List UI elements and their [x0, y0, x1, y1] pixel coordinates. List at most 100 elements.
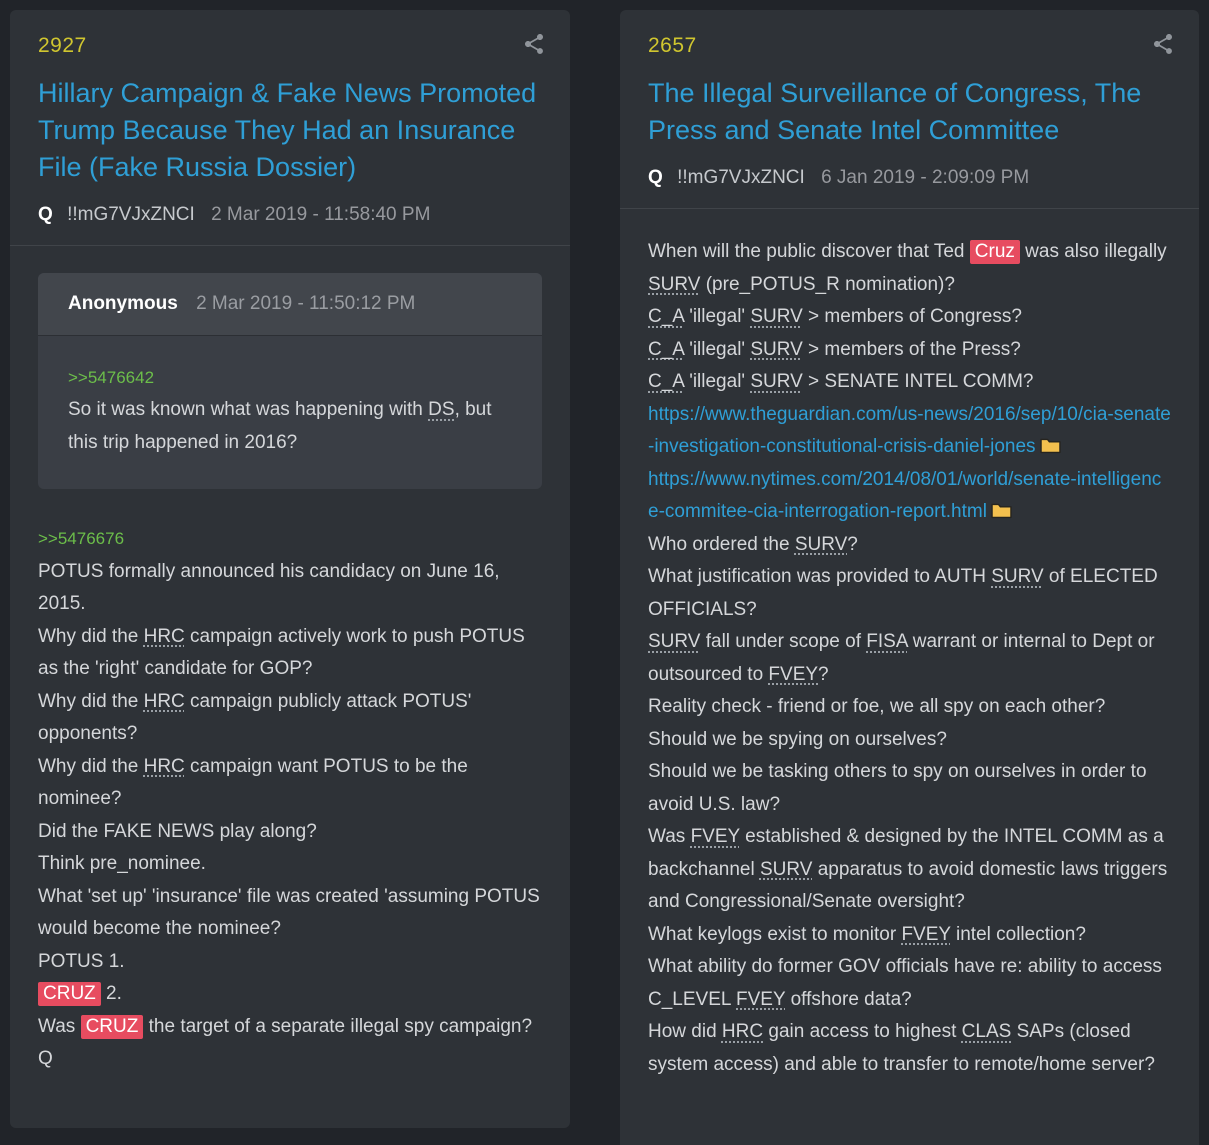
post-number[interactable]: 2927: [38, 34, 87, 57]
post-line: Why did the HRC campaign publicly attack…: [38, 686, 542, 751]
text-run: > members of the Press?: [802, 338, 1021, 360]
post-line: Was FVEY established & designed by the I…: [648, 821, 1171, 919]
share-button[interactable]: [1151, 32, 1177, 58]
post-datetime: 6 Jan 2019 - 2:09:09 PM: [821, 167, 1030, 189]
post-body: When will the public discover that Ted C…: [648, 236, 1171, 1081]
post-line: C_A 'illegal' SURV > members of the Pres…: [648, 334, 1171, 367]
text-run: > members of Congress?: [802, 306, 1022, 328]
text-run: of ELECTED OFFICIALS?: [648, 566, 1158, 620]
abbr-surv: SURV: [750, 338, 803, 360]
abbr-ds: DS: [428, 399, 455, 421]
post-text: >>5476676 POTUS formally announced his ca…: [38, 523, 542, 1076]
abbr-hrc: HRC: [143, 625, 185, 647]
folder-icon[interactable]: [1039, 431, 1061, 464]
post-card-2657: 2657 The Illegal Surveillance of Congres…: [620, 10, 1199, 1145]
post-line: What ability do former GOV officials hav…: [648, 951, 1171, 1016]
post-line: What keylogs exist to monitor FVEY intel…: [648, 919, 1171, 952]
reply-ref-link[interactable]: >>5476642: [68, 367, 155, 387]
post-line: Should we be spying on ourselves?: [648, 724, 1171, 757]
text-run: 'illegal': [683, 371, 751, 393]
text-run: 2.: [100, 983, 122, 1005]
post-line: >>5476676: [38, 523, 542, 556]
highlight-cruz: CRUZ: [38, 982, 101, 1007]
post-line: Think pre_nominee.: [38, 848, 542, 881]
abbr-fisa: FISA: [866, 631, 908, 653]
abbr-fvey: FVEY: [690, 826, 740, 848]
text-run: POTUS formally announced his candidacy o…: [38, 560, 500, 615]
post-number[interactable]: 2657: [648, 34, 697, 57]
folder-icon[interactable]: [991, 496, 1012, 529]
post-line: Why did the HRC campaign want POTUS to b…: [38, 751, 542, 816]
external-link[interactable]: https://www.nytimes.com/2014/08/01/world…: [648, 468, 1162, 523]
text-run: campaign publicly attack POTUS' opponent…: [38, 690, 472, 745]
text-run: fall under scope of: [700, 631, 867, 653]
post-line: Did the FAKE NEWS play along?: [38, 816, 542, 849]
text-run: Should we be tasking others to spy on ou…: [648, 761, 1147, 815]
text-run: gain access to highest: [763, 1021, 962, 1043]
text-run: Think pre_nominee.: [38, 853, 206, 875]
text-run: , but this trip happened in 2016?: [68, 399, 492, 453]
abbr-surv: SURV: [991, 566, 1044, 588]
post-line: C_A 'illegal' SURV > SENATE INTEL COMM?: [648, 366, 1171, 399]
abbr-fvey: FVEY: [768, 663, 819, 685]
text-run: Who ordered the: [648, 533, 795, 555]
external-link[interactable]: https://www.theguardian.com/us-news/2016…: [648, 403, 1171, 458]
text-run: What keylogs exist to monitor: [648, 923, 902, 945]
text-run: established & designed by the INTEL COMM…: [648, 826, 1164, 880]
post-line: When will the public discover that Ted C…: [648, 236, 1171, 301]
text-run: Why did the: [38, 625, 144, 647]
abbr-c_a: C_A: [648, 371, 684, 393]
text-run: What justification was provided to AUTH: [648, 566, 992, 588]
post-line: Should we be tasking others to spy on ou…: [648, 756, 1171, 821]
text-run: What ability do former GOV officials hav…: [648, 956, 1162, 1010]
quoted-post: Anonymous 2 Mar 2019 - 11:50:12 PM >>547…: [38, 273, 542, 490]
header-divider: [620, 208, 1199, 210]
post-line: Reality check - friend or foe, we all sp…: [648, 691, 1171, 724]
author-name: Q: [38, 204, 53, 226]
text-run: So it was known what was happening with: [68, 399, 429, 421]
text-run: SAPs (closed system access) and able to …: [648, 1021, 1155, 1075]
abbr-fvey: FVEY: [901, 923, 951, 945]
post-line: How did HRC gain access to highest CLAS …: [648, 1016, 1171, 1081]
abbr-surv: SURV: [750, 371, 803, 393]
abbr-hrc: HRC: [143, 755, 185, 777]
quoted-post-body: >>5476642 So it was known what was happen…: [38, 336, 542, 490]
post-line: So it was known what was happening with …: [68, 394, 512, 459]
text-run: campaign actively work to push POTUS as …: [38, 625, 525, 680]
quote-datetime: 2 Mar 2019 - 11:50:12 PM: [196, 293, 416, 315]
text-run: Should we be spying on ourselves?: [648, 728, 947, 750]
text-run: Was: [648, 826, 691, 848]
text-run: (pre_POTUS_R nomination)?: [700, 273, 955, 295]
text-run: Was: [38, 1015, 81, 1037]
quoted-post-header: Anonymous 2 Mar 2019 - 11:50:12 PM: [38, 273, 542, 336]
text-run: Why did the: [38, 755, 144, 777]
post-title: Hillary Campaign & Fake News Promoted Tr…: [38, 78, 537, 182]
post-line: https://www.theguardian.com/us-news/2016…: [648, 399, 1171, 464]
abbr-surv: SURV: [648, 273, 701, 295]
post-datetime: 2 Mar 2019 - 11:58:40 PM: [211, 204, 431, 226]
post-line: https://www.nytimes.com/2014/08/01/world…: [648, 464, 1171, 529]
abbr-c_a: C_A: [648, 338, 684, 360]
text-run: Did the FAKE NEWS play along?: [38, 820, 317, 842]
text-run: What 'set up' 'insurance' file was creat…: [38, 885, 540, 940]
text-run: POTUS 1.: [38, 950, 125, 972]
post-line: CRUZ 2.: [38, 978, 542, 1011]
text-run: warrant or internal to Dept or outsource…: [648, 631, 1155, 685]
text-run: ?: [818, 663, 829, 685]
text-run: When will the public discover that Ted: [648, 241, 970, 263]
reply-ref-link[interactable]: >>5476676: [38, 529, 125, 549]
share-button[interactable]: [522, 32, 548, 58]
highlight-cruz: Cruz: [969, 240, 1020, 265]
highlight-cruz: CRUZ: [80, 1014, 144, 1039]
text-run: ?: [847, 533, 858, 555]
post-line: What justification was provided to AUTH …: [648, 561, 1171, 626]
post-line: POTUS 1.: [38, 946, 542, 979]
text-run: was also illegally: [1019, 241, 1167, 263]
text-run: > SENATE INTEL COMM?: [802, 371, 1034, 393]
tripcode: !!mG7VJxZNCI: [67, 204, 195, 226]
text-run: Reality check - friend or foe, we all sp…: [648, 696, 1106, 718]
post-card-2927: 2927 Hillary Campaign & Fake News Promot…: [10, 10, 570, 1128]
text-run: offshore data?: [785, 988, 912, 1010]
quote-author: Anonymous: [68, 293, 178, 315]
author-name: Q: [648, 167, 663, 189]
